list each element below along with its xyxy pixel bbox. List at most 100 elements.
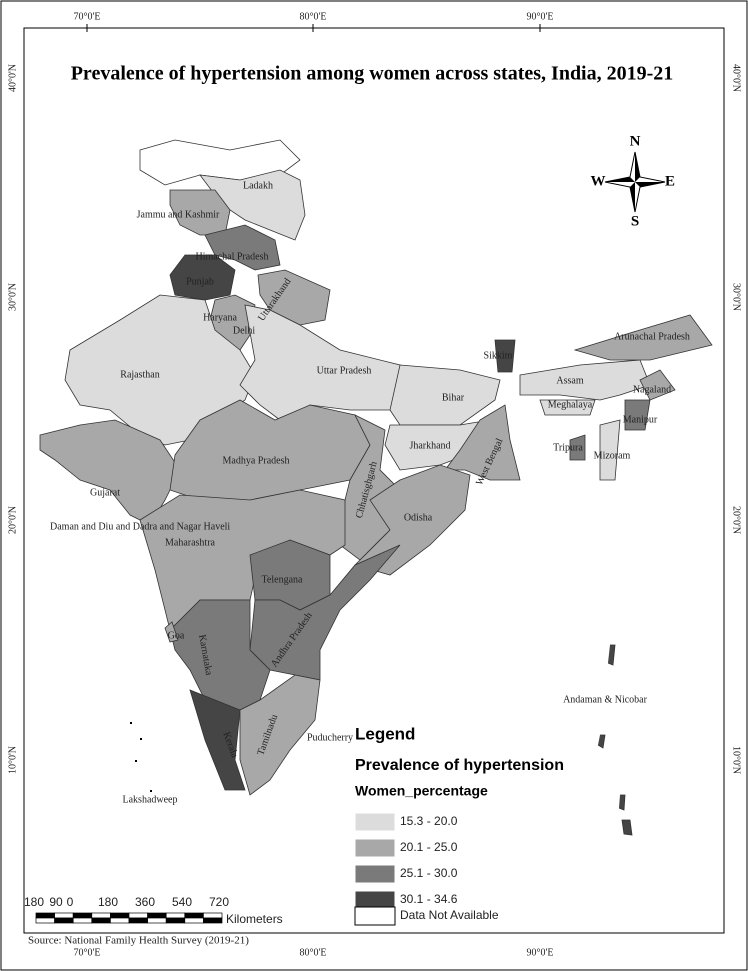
- graticule-label: 40°0'N: [731, 64, 742, 92]
- graticule-label: 30°0'N: [7, 283, 18, 311]
- state-label: Punjab: [186, 276, 214, 287]
- state-region: [539, 399, 596, 416]
- scale-label: 360: [135, 895, 155, 909]
- state-region: [624, 399, 651, 431]
- legend-swatch: [354, 864, 396, 884]
- state-region: [599, 419, 621, 481]
- state-region: [494, 339, 516, 373]
- state-label: Odisha: [404, 512, 433, 523]
- state-region: [569, 434, 586, 461]
- state-label: Tripura: [553, 442, 583, 453]
- legend-swatch: [354, 812, 396, 832]
- state-region: [204, 224, 281, 271]
- scale-segment: [54, 917, 74, 924]
- scale-label: 90: [49, 895, 63, 909]
- graticule-label: 30°0'N: [731, 283, 742, 311]
- scale-segment: [128, 912, 148, 919]
- state-label: Ladakh: [243, 180, 273, 191]
- state-label: Assam: [556, 375, 583, 386]
- graticule-label: 80°0'E: [300, 947, 327, 958]
- state-label: Rajasthan: [120, 369, 159, 380]
- scale-segment: [91, 912, 111, 919]
- state-region: [239, 674, 321, 796]
- legend-subtitle: Prevalence of hypertension: [355, 757, 564, 774]
- scale-segment: [91, 917, 111, 924]
- scale-segment: [128, 917, 148, 924]
- graticule-label: 70°0'E: [74, 11, 101, 22]
- legend-label: 30.1 - 34.6: [400, 892, 458, 906]
- scale-segment: [54, 912, 74, 919]
- scale-segment: [110, 917, 130, 924]
- state-region: [597, 644, 633, 836]
- state-region: [189, 689, 246, 791]
- scale-segment: [184, 917, 204, 924]
- state-label: Bihar: [442, 392, 465, 403]
- legend-label: 25.1 - 30.0: [400, 866, 458, 880]
- state-label: Daman and Diu and Dadra and Nagar Haveli: [50, 521, 230, 532]
- compass-label: E: [665, 173, 675, 189]
- scale-segment: [35, 917, 55, 924]
- legend-swatch: [354, 906, 396, 926]
- compass-label: N: [630, 133, 641, 149]
- state-label: Jammu and Kashmir: [137, 209, 220, 220]
- state-region: [639, 369, 676, 401]
- scale-label: 720: [209, 895, 229, 909]
- graticule-label: 10°0'N: [731, 746, 742, 774]
- state-label: Haryana: [203, 312, 237, 323]
- state-region: [573, 314, 713, 361]
- scale-segment: [203, 912, 223, 919]
- state-label: Goa: [168, 630, 185, 641]
- graticule-label: 80°0'E: [300, 11, 327, 22]
- scale-segment: [72, 917, 93, 924]
- scale-label: 180: [98, 895, 118, 909]
- compass: N S E W: [591, 133, 676, 229]
- source-note: Source: National Family Health Survey (2…: [28, 935, 249, 947]
- scale-unit: Kilometers: [226, 912, 283, 926]
- state-region: [257, 269, 331, 326]
- compass-label: S: [631, 213, 639, 229]
- state-label: Mizoram: [594, 450, 631, 461]
- state-label: Meghalaya: [548, 399, 593, 410]
- legend-swatch: [354, 890, 396, 910]
- graticule-label: 20°0'N: [731, 506, 742, 534]
- legend-label: Data Not Available: [400, 908, 499, 922]
- state-region: [169, 254, 236, 301]
- state-label: Lakshadweep: [123, 794, 178, 805]
- legend-label: 20.1 - 25.0: [400, 840, 458, 854]
- graticule-label: 70°0'E: [74, 947, 101, 958]
- state-region: [239, 304, 406, 421]
- state-region: [249, 544, 401, 681]
- state-label: Gujarat: [90, 487, 120, 498]
- graticule-label: 40°0'N: [7, 64, 18, 92]
- state-label: Jharkhand: [409, 440, 450, 451]
- scale-segment: [203, 917, 223, 924]
- scale-segment: [72, 912, 93, 919]
- map-frame: [23, 27, 725, 934]
- state-label: Maharashtra: [165, 537, 216, 548]
- graticule-label: 20°0'N: [7, 506, 18, 534]
- state-label: Arunachal Pradesh: [614, 331, 690, 342]
- map-title: Prevalence of hypertension among women a…: [71, 63, 674, 85]
- legend-label: 15.3 - 20.0: [400, 814, 458, 828]
- graticule-label: 90°0'E: [527, 11, 554, 22]
- scale-segment: [184, 912, 204, 919]
- state-label: Puducherry: [307, 732, 353, 743]
- state-region: [389, 364, 501, 426]
- state-label: Manipur: [623, 414, 658, 425]
- state-region: [164, 621, 179, 643]
- state-label: Delhi: [233, 325, 255, 336]
- scale-segment: [147, 917, 167, 924]
- scale-segment: [35, 912, 55, 919]
- compass-label: W: [591, 173, 606, 189]
- legend-swatch: [354, 838, 396, 858]
- island: [150, 790, 152, 792]
- island: [135, 760, 137, 762]
- scale-segment: [147, 912, 167, 919]
- legend-field: Women_percentage: [355, 783, 488, 799]
- state-label: Sikkim: [484, 350, 513, 361]
- state-region: [519, 359, 651, 401]
- island: [130, 722, 132, 724]
- legend-title: Legend: [355, 724, 415, 743]
